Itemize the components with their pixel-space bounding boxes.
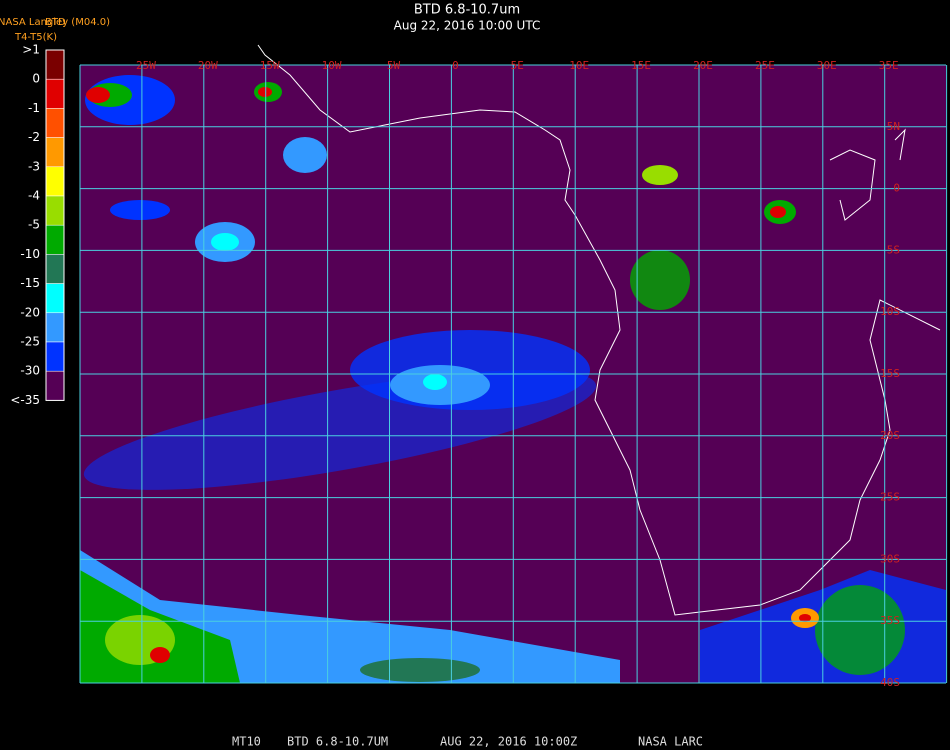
lon-label: 20W — [198, 59, 218, 72]
lon-label: 5E — [511, 59, 524, 72]
lon-label: 20E — [693, 59, 713, 72]
lon-label: 10W — [322, 59, 342, 72]
lon-label: 25W — [136, 59, 156, 72]
lon-label: 5W — [387, 59, 401, 72]
lon-label: 0 — [452, 59, 459, 72]
legend-label: -3 — [28, 159, 40, 173]
lat-label: 20S — [880, 429, 900, 442]
lon-label: 35E — [879, 59, 899, 72]
legend-label: -4 — [28, 189, 40, 203]
units-label: T4-T5(K) — [14, 32, 57, 43]
lat-label: 25S — [880, 491, 900, 504]
legend-swatch — [45, 312, 65, 343]
lon-label: 15E — [631, 59, 651, 72]
lat-label: 5S — [887, 243, 900, 256]
legend-swatch — [45, 166, 65, 197]
lon-label: 30E — [817, 59, 837, 72]
coastline — [257, 44, 941, 616]
lat-label: 15S — [880, 367, 900, 380]
timestamp: Aug 22, 2016 10:00 UTC — [394, 19, 541, 33]
legend-frame — [45, 49, 65, 401]
source-label: NASA Langley (M04.0) — [0, 17, 110, 28]
legend-swatch — [45, 78, 65, 109]
footer-org: NASA LARC — [638, 735, 703, 749]
legend-swatch — [45, 224, 65, 255]
legend-label: -25 — [20, 335, 40, 349]
footer-id: MT10 — [232, 735, 261, 749]
lat-label: 30S — [880, 552, 900, 565]
legend-swatch — [45, 283, 65, 314]
lat-label: 5N — [887, 120, 900, 133]
footer-product: BTD 6.8-10.7UM — [287, 735, 388, 749]
lat-label: 40S — [880, 676, 900, 689]
legend-label: >1 — [22, 43, 40, 57]
legend-label: -30 — [20, 364, 40, 378]
legend-swatch — [45, 195, 65, 226]
legend-label: -1 — [28, 101, 40, 115]
legend-label: <-35 — [10, 393, 40, 407]
lat-label: 0 — [893, 182, 900, 195]
legend-swatch — [45, 254, 65, 284]
footer: MT10 BTD 6.8-10.7UM AUG 22, 2016 10:00Z … — [232, 735, 703, 749]
legend-swatch — [45, 49, 65, 80]
lon-label: 10E — [569, 59, 589, 72]
legend-swatch — [45, 370, 65, 401]
legend-label: -10 — [20, 247, 40, 261]
lat-label: 10S — [880, 305, 900, 318]
legend-label: -5 — [28, 218, 40, 232]
title: BTD 6.8-10.7um — [414, 3, 520, 18]
legend-label: -20 — [20, 305, 40, 319]
legend-swatch — [45, 108, 65, 138]
graticule — [79, 64, 948, 684]
lon-label: 15W — [260, 59, 280, 72]
legend-label: -2 — [28, 130, 40, 144]
legend-swatch — [45, 137, 65, 168]
legend-swatch — [45, 341, 65, 372]
lat-label: 35S — [880, 614, 900, 627]
footer-time: AUG 22, 2016 10:00Z — [440, 735, 577, 749]
lon-label: 25E — [755, 59, 775, 72]
product-label: BTD — [45, 17, 66, 28]
legend-label: 0 — [32, 72, 40, 86]
legend-label: -15 — [20, 276, 40, 290]
